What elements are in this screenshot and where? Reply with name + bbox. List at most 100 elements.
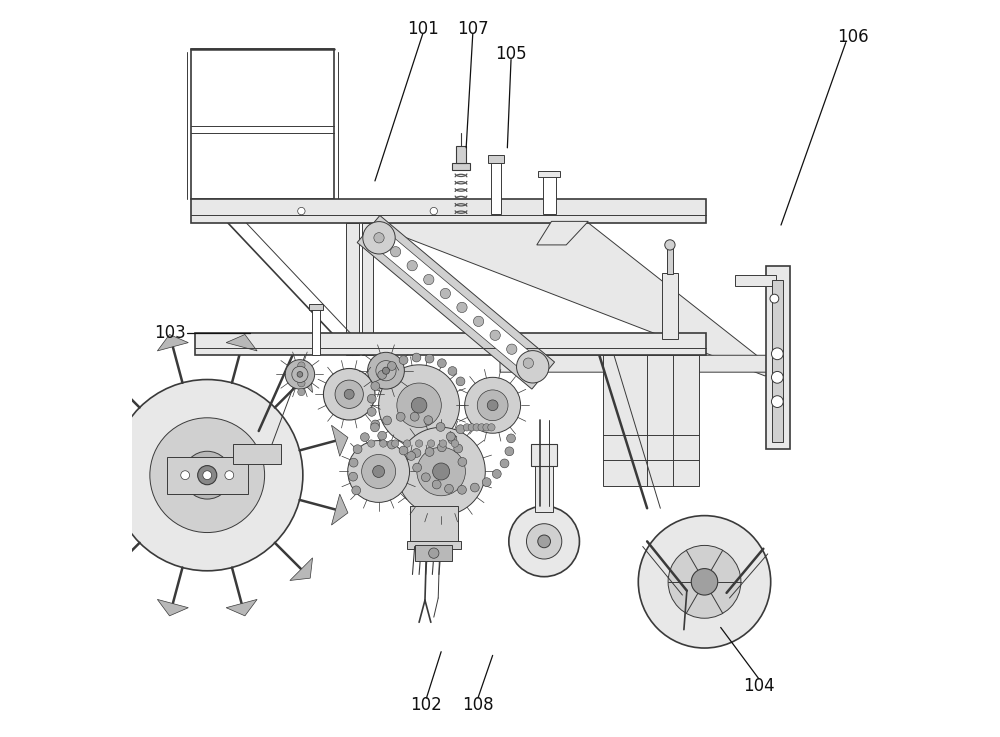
Circle shape [451,440,459,447]
Bar [491,157,501,214]
Circle shape [412,449,421,458]
Circle shape [771,371,783,383]
Circle shape [349,458,358,467]
Circle shape [440,288,451,298]
Circle shape [432,480,441,489]
Text: 101: 101 [407,20,439,38]
Circle shape [397,383,441,427]
Circle shape [363,222,395,254]
Circle shape [483,424,490,431]
Bar [667,246,673,274]
Circle shape [691,568,718,595]
Circle shape [407,260,417,270]
Circle shape [425,354,434,363]
Circle shape [390,247,401,257]
Bar [312,307,320,355]
Circle shape [437,359,446,368]
Circle shape [335,380,363,408]
Circle shape [373,466,385,478]
Circle shape [468,424,475,431]
Circle shape [344,389,354,399]
Circle shape [298,362,305,369]
Circle shape [387,440,396,449]
Circle shape [348,441,410,503]
Circle shape [437,443,446,452]
Circle shape [360,433,369,441]
Bar [191,49,334,199]
Circle shape [509,506,579,576]
Circle shape [425,447,434,456]
Circle shape [362,455,396,489]
Bar [410,506,458,547]
Bar [407,542,461,549]
Circle shape [298,388,305,396]
Circle shape [538,535,550,548]
Bar [452,163,470,170]
Circle shape [353,444,362,453]
Circle shape [492,469,501,478]
Circle shape [770,294,779,303]
Circle shape [668,545,741,618]
Circle shape [421,473,430,482]
Circle shape [771,396,783,408]
Circle shape [470,483,479,492]
Circle shape [407,452,416,461]
Bar [167,457,248,494]
Circle shape [323,368,375,420]
Circle shape [203,471,212,480]
Circle shape [436,422,445,431]
Circle shape [457,302,467,312]
Circle shape [488,424,495,431]
Polygon shape [537,221,588,245]
Circle shape [150,418,265,533]
Bar [543,172,556,214]
Text: 103: 103 [155,324,186,342]
Circle shape [526,524,562,559]
Bar [488,156,504,163]
Polygon shape [67,425,83,456]
Circle shape [371,382,380,391]
Circle shape [292,366,308,383]
Circle shape [424,274,434,284]
Bar [603,355,699,486]
Bar [662,273,678,339]
Circle shape [391,440,399,447]
Circle shape [477,390,508,421]
Circle shape [446,432,455,441]
Circle shape [456,425,465,433]
Bar [191,199,706,223]
Circle shape [412,353,421,362]
Polygon shape [500,355,778,372]
Circle shape [482,478,491,486]
Circle shape [456,377,465,385]
Bar [195,333,706,355]
Text: 104: 104 [743,677,775,695]
Bar [362,223,373,355]
Circle shape [382,367,390,374]
Text: 102: 102 [411,696,442,714]
Circle shape [410,412,419,421]
Circle shape [367,394,376,403]
Circle shape [417,447,465,496]
Circle shape [454,444,463,453]
Bar [766,265,790,450]
Circle shape [352,486,361,495]
Text: 108: 108 [462,696,494,714]
Bar [415,545,452,562]
Circle shape [478,424,485,431]
Circle shape [500,459,509,468]
Circle shape [517,351,549,383]
Circle shape [771,348,783,360]
Circle shape [399,446,408,455]
Circle shape [430,207,437,214]
Circle shape [368,440,375,447]
Polygon shape [290,558,313,581]
Circle shape [448,366,457,375]
Polygon shape [67,494,83,525]
Circle shape [298,207,305,214]
Circle shape [367,408,376,416]
Bar [309,304,323,310]
Circle shape [429,548,439,559]
Text: 106: 106 [837,29,869,46]
Circle shape [448,435,457,444]
